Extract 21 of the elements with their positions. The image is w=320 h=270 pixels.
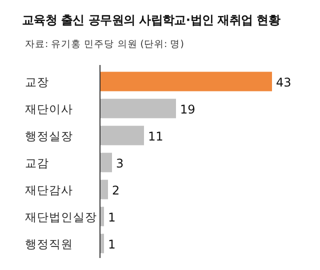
data-label: 11 [148,130,164,144]
bar [100,72,272,92]
bar [100,126,144,146]
data-label: 1 [108,210,116,224]
data-label: 1 [108,238,116,252]
bar [100,152,112,172]
data-label: 43 [276,76,292,90]
bar [100,180,108,200]
y-tick-label: 행정직원 [25,237,73,251]
data-label: 19 [180,102,196,116]
chart-title: 교육청 출신 공무원의 사립학교·법인 재취업 현황 [22,13,280,27]
bar [100,98,176,118]
y-tick-label: 재단이사 [25,102,73,116]
data-label: 3 [116,156,124,170]
y-tick-label: 재단감사 [25,183,73,197]
data-label: 2 [112,184,120,198]
y-tick-label: 행정실장 [25,129,73,143]
y-tick-label: 교장 [25,75,49,89]
chart-subtitle: 자료: 유기홍 민주당 의원 (단위: 명) [25,39,184,50]
y-tick-label: 교감 [25,156,49,170]
y-tick-label: 재단법인실장 [25,210,97,224]
